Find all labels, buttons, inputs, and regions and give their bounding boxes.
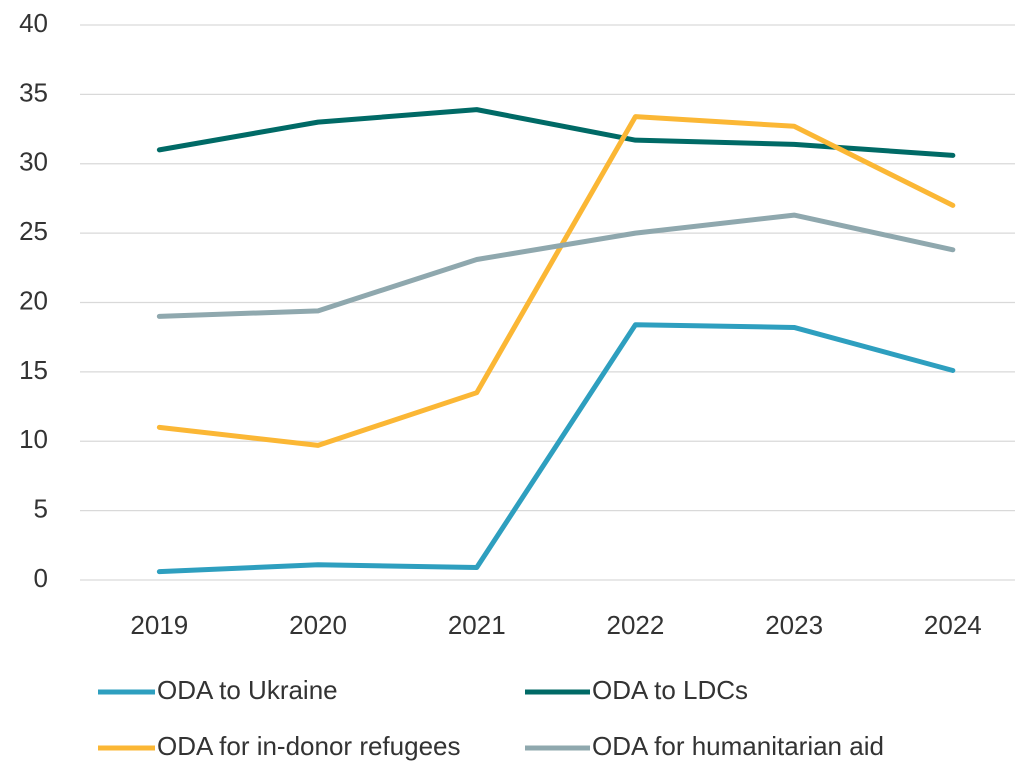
x-tick-label: 2020 xyxy=(289,610,347,640)
x-tick-label: 2023 xyxy=(765,610,823,640)
y-tick-label: 40 xyxy=(19,8,48,38)
y-tick-label: 25 xyxy=(19,216,48,246)
legend-label: ODA to Ukraine xyxy=(157,675,338,705)
legend-label: ODA for in-donor refugees xyxy=(157,731,461,761)
series-line xyxy=(156,114,956,448)
y-tick-label: 5 xyxy=(34,494,48,524)
x-tick-label: 2021 xyxy=(448,610,506,640)
series-line xyxy=(156,322,956,575)
x-tick-label: 2019 xyxy=(130,610,188,640)
x-tick-label: 2024 xyxy=(924,610,982,640)
legend-label: ODA for humanitarian aid xyxy=(592,731,884,761)
y-tick-label: 20 xyxy=(19,285,48,315)
x-tick-label: 2022 xyxy=(607,610,665,640)
y-tick-label: 10 xyxy=(19,424,48,454)
y-tick-label: 30 xyxy=(19,147,48,177)
y-tick-label: 15 xyxy=(19,355,48,385)
y-tick-label: 0 xyxy=(34,563,48,593)
series-line xyxy=(156,107,956,158)
legend-label: ODA to LDCs xyxy=(592,675,748,705)
y-tick-label: 35 xyxy=(19,77,48,107)
series-line xyxy=(156,212,956,319)
